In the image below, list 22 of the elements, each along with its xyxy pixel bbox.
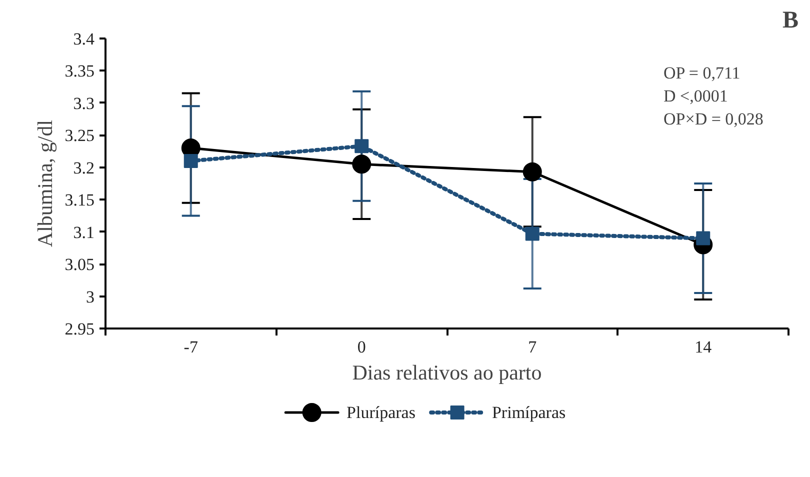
- text: B: [782, 8, 799, 34]
- y-tick-label: 3.2: [73, 158, 94, 178]
- x-tick-label: 14: [694, 338, 712, 356]
- annotation: OP×D = 0,028: [664, 110, 764, 128]
- x-axis-title: Dias relativos ao parto: [352, 360, 542, 384]
- y-tick-label: 3.05: [64, 255, 94, 274]
- y-tick-label: 3.35: [64, 62, 94, 81]
- y-tick-label: 2.95: [64, 320, 94, 338]
- y-tick-label: 3.1: [73, 222, 94, 242]
- legend-label: Pluríparas: [346, 403, 416, 422]
- x-tick-label: 0: [357, 338, 366, 356]
- annotation: D <,0001: [664, 86, 728, 106]
- annotation: OP = 0,711: [664, 64, 740, 82]
- y-tick-label: 3.25: [64, 126, 94, 146]
- y-tick-label: 3.4: [73, 30, 95, 48]
- y-tick-label: 3.15: [64, 190, 94, 210]
- legend-label: Primíparas: [492, 403, 566, 422]
- x-tick-label: 7: [528, 338, 538, 356]
- y-axis-title: Albumina, g/dl: [32, 120, 57, 248]
- y-tick-label: 3: [86, 287, 94, 306]
- x-tick-label: -7: [184, 338, 198, 356]
- y-tick-label: 3.3: [73, 94, 94, 113]
